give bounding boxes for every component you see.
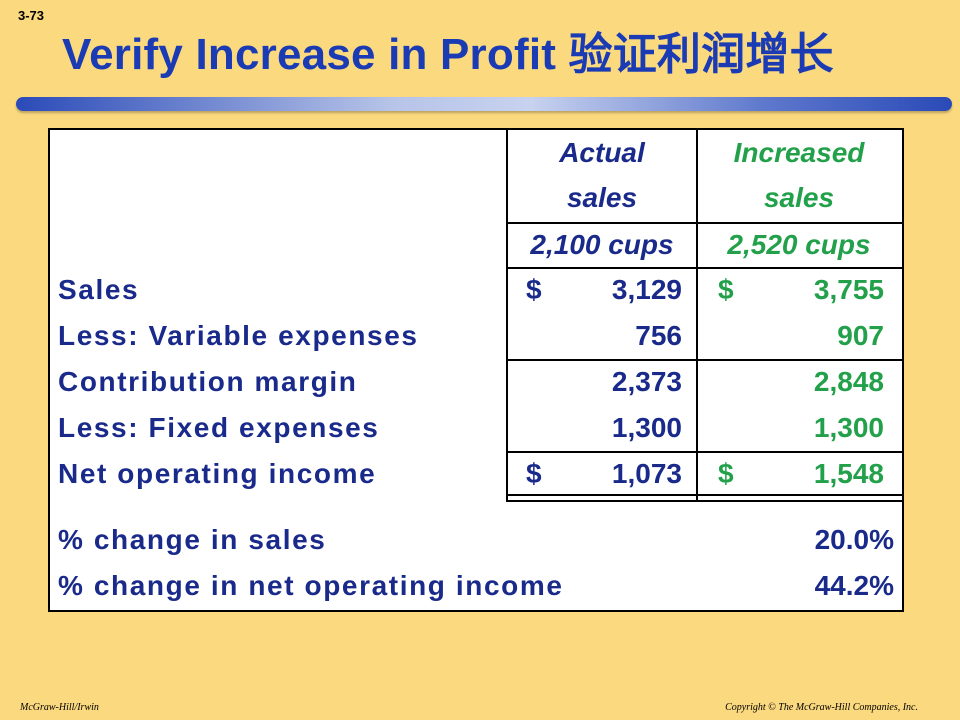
- noi-double-rule-2: [506, 500, 902, 502]
- fixed-expenses-increased-value: 1,300: [813, 412, 884, 443]
- sales-increased-value: 3,755: [813, 274, 884, 305]
- row-label-net-operating-income: Net operating income: [58, 458, 377, 489]
- col-divider-left: [506, 130, 508, 502]
- header-increased-line1: Increased: [733, 137, 865, 168]
- cm-rule: [506, 359, 902, 361]
- variable-expenses-increased-value: 907: [837, 320, 884, 351]
- noi-double-rule-1: [506, 494, 902, 496]
- noi-increased-value: 1,548: [813, 458, 884, 489]
- noi-top-rule: [506, 451, 902, 453]
- header-increased-line2: sales: [763, 182, 835, 213]
- fixed-expenses-actual-value: 1,300: [611, 412, 682, 443]
- header-actual-line2: sales: [566, 182, 638, 213]
- noi-actual-value: 1,073: [611, 458, 682, 489]
- slide-title: Verify Increase in Profit 验证利润增长: [62, 30, 834, 79]
- change-noi-value: 44.2%: [814, 570, 894, 601]
- variable-expenses-actual-value: 756: [635, 320, 682, 351]
- title-divider-bar: [16, 97, 952, 111]
- change-noi-label: % change in net operating income: [58, 570, 564, 601]
- units-rule: [506, 267, 902, 269]
- contribution-margin-actual-value: 2,373: [611, 366, 682, 397]
- header-actual-line1: Actual: [559, 137, 645, 168]
- contribution-margin-increased-value: 2,848: [813, 366, 884, 397]
- slide-number: 3-73: [18, 8, 45, 23]
- units-actual: 2,100 cups: [530, 229, 674, 260]
- row-label-fixed-expenses: Less: Fixed expenses: [58, 412, 380, 443]
- row-label-contribution-margin: Contribution margin: [58, 366, 358, 397]
- change-sales-value: 20.0%: [814, 524, 894, 555]
- sales-actual-currency: $: [526, 274, 542, 305]
- footer-publisher: McGraw-Hill/Irwin: [20, 702, 99, 713]
- row-label-sales: Sales: [58, 274, 140, 305]
- row-label-variable-expenses: Less: Variable expenses: [58, 320, 419, 351]
- footer-copyright: Copyright © The McGraw-Hill Companies, I…: [725, 702, 918, 713]
- units-increased: 2,520 cups: [727, 229, 871, 260]
- noi-actual-currency: $: [526, 458, 542, 489]
- header-rule: [506, 222, 902, 224]
- change-sales-label: % change in sales: [58, 524, 327, 555]
- col-divider-mid: [696, 130, 698, 502]
- sales-actual-value: 3,129: [611, 274, 682, 305]
- sales-increased-currency: $: [718, 274, 734, 305]
- income-table: Actual sales Increased sales 2,100 cups …: [48, 128, 904, 612]
- noi-increased-currency: $: [718, 458, 734, 489]
